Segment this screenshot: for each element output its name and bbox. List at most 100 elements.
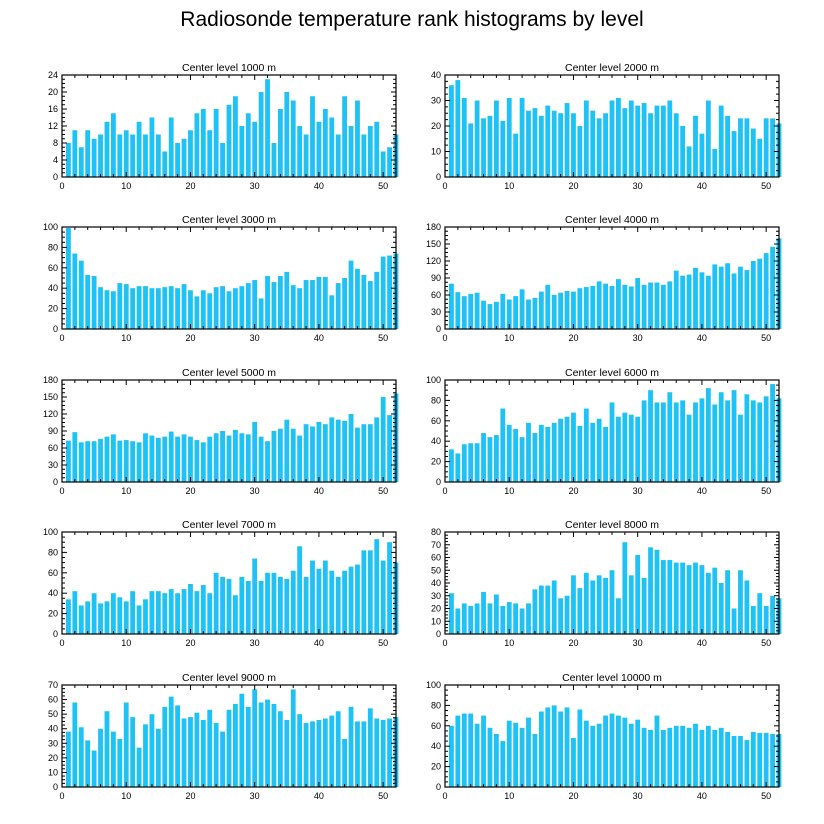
- histogram-bar: [622, 717, 628, 787]
- histogram-bar: [271, 572, 277, 634]
- x-tick-label: 50: [378, 791, 388, 801]
- histogram-bar: [487, 437, 493, 482]
- histogram-bar: [162, 593, 168, 634]
- histogram-bar: [461, 97, 467, 177]
- histogram-bar: [207, 709, 213, 787]
- x-tick-label: 50: [378, 333, 388, 343]
- histogram-bar: [342, 96, 348, 177]
- histogram-bar: [239, 693, 245, 787]
- histogram-bar: [673, 725, 679, 787]
- histogram-bar: [506, 97, 512, 177]
- histogram-bar: [686, 146, 692, 177]
- histogram-bar: [680, 126, 686, 177]
- histogram-bar: [168, 696, 174, 787]
- x-tick-label: 0: [442, 333, 447, 343]
- histogram-bar: [155, 134, 161, 177]
- panel-title: Center level 5000 m: [182, 367, 276, 379]
- y-tick-label: 10: [48, 767, 58, 777]
- histogram-bar: [290, 689, 296, 787]
- histogram-bar: [348, 126, 354, 177]
- histogram-bar: [673, 113, 679, 177]
- histogram-bar: [693, 267, 698, 329]
- x-tick-label: 20: [568, 791, 578, 801]
- histogram-bar: [104, 601, 110, 634]
- histogram-bar: [188, 584, 193, 634]
- histogram-bar: [168, 286, 174, 329]
- histogram-bar: [693, 562, 698, 634]
- histogram-bar: [213, 722, 219, 787]
- x-tick-label: 20: [568, 181, 578, 191]
- histogram-bar: [770, 384, 775, 482]
- histogram-bar: [461, 713, 467, 787]
- histogram-bar: [712, 729, 718, 787]
- histogram-bar: [91, 275, 97, 329]
- histogram-bar: [449, 449, 454, 482]
- histogram-bar: [367, 281, 373, 329]
- histogram-bar: [277, 275, 283, 329]
- histogram-bar: [117, 738, 123, 787]
- histogram-bar: [712, 404, 718, 482]
- histogram-bar: [461, 603, 467, 634]
- histogram-bar: [596, 281, 602, 329]
- histogram-bar: [290, 570, 296, 634]
- histogram-bar: [123, 440, 129, 482]
- histogram-bar: [648, 729, 653, 787]
- histogram-bar: [519, 437, 525, 482]
- histogram-bar: [258, 702, 264, 787]
- histogram-bar: [763, 253, 769, 329]
- histogram-bar: [493, 594, 499, 634]
- chart-panel-3: Center level 3000 m 0 10 20 30 40 50 0 20 40 60 80 1…: [43, 214, 399, 343]
- histogram-bar: [143, 599, 148, 634]
- histogram-bar: [468, 443, 474, 482]
- histogram-bar: [738, 414, 743, 482]
- histogram-bar: [571, 291, 576, 329]
- x-tick-label: 10: [504, 333, 514, 343]
- x-tick-label: 0: [59, 333, 64, 343]
- histogram-bar: [155, 591, 161, 634]
- y-tick-label: 70: [431, 540, 441, 550]
- x-tick-label: 40: [314, 791, 324, 801]
- y-tick-label: 20: [48, 753, 58, 763]
- histogram-bar: [252, 421, 258, 482]
- histogram-bar: [648, 113, 653, 177]
- histogram-bar: [355, 564, 360, 634]
- histogram-bar: [654, 715, 660, 787]
- histogram-bar: [355, 427, 360, 482]
- histogram-bar: [322, 424, 328, 482]
- histogram-bar: [245, 706, 251, 787]
- x-tick-label: 20: [185, 333, 195, 343]
- histogram-bar: [583, 408, 589, 482]
- histogram-bar: [763, 605, 769, 634]
- histogram-bar: [622, 412, 628, 482]
- histogram-bar: [744, 740, 750, 787]
- histogram-bar: [577, 425, 583, 482]
- histogram-bar: [461, 444, 467, 482]
- histogram-bar: [143, 724, 148, 787]
- y-tick-label: 50: [431, 565, 441, 575]
- histogram-bar: [628, 723, 634, 787]
- histogram-bar: [590, 725, 596, 787]
- histogram-bar: [616, 279, 621, 329]
- histogram-bar: [277, 428, 283, 482]
- histogram-bar: [725, 731, 731, 787]
- histogram-bar: [538, 424, 544, 482]
- histogram-bar: [335, 419, 341, 482]
- histogram-bar: [468, 605, 474, 634]
- histogram-bar: [245, 283, 251, 329]
- histogram-bar: [342, 420, 348, 482]
- histogram-bar: [78, 442, 84, 482]
- histogram-bar: [750, 605, 756, 634]
- histogram-bar: [603, 283, 608, 329]
- x-tick-label: 50: [761, 486, 771, 496]
- histogram-bar: [770, 733, 775, 787]
- y-tick-label: 0: [53, 324, 58, 334]
- histogram-bar: [686, 274, 692, 329]
- histogram-bar: [194, 296, 200, 329]
- histogram-bar: [78, 727, 84, 787]
- panel-title: Center level 4000 m: [565, 214, 659, 226]
- y-tick-label: 80: [48, 547, 58, 557]
- y-tick-label: 180: [43, 375, 58, 385]
- histogram-bar: [500, 408, 506, 482]
- x-tick-label: 10: [121, 181, 131, 191]
- y-tick-label: 60: [48, 695, 58, 705]
